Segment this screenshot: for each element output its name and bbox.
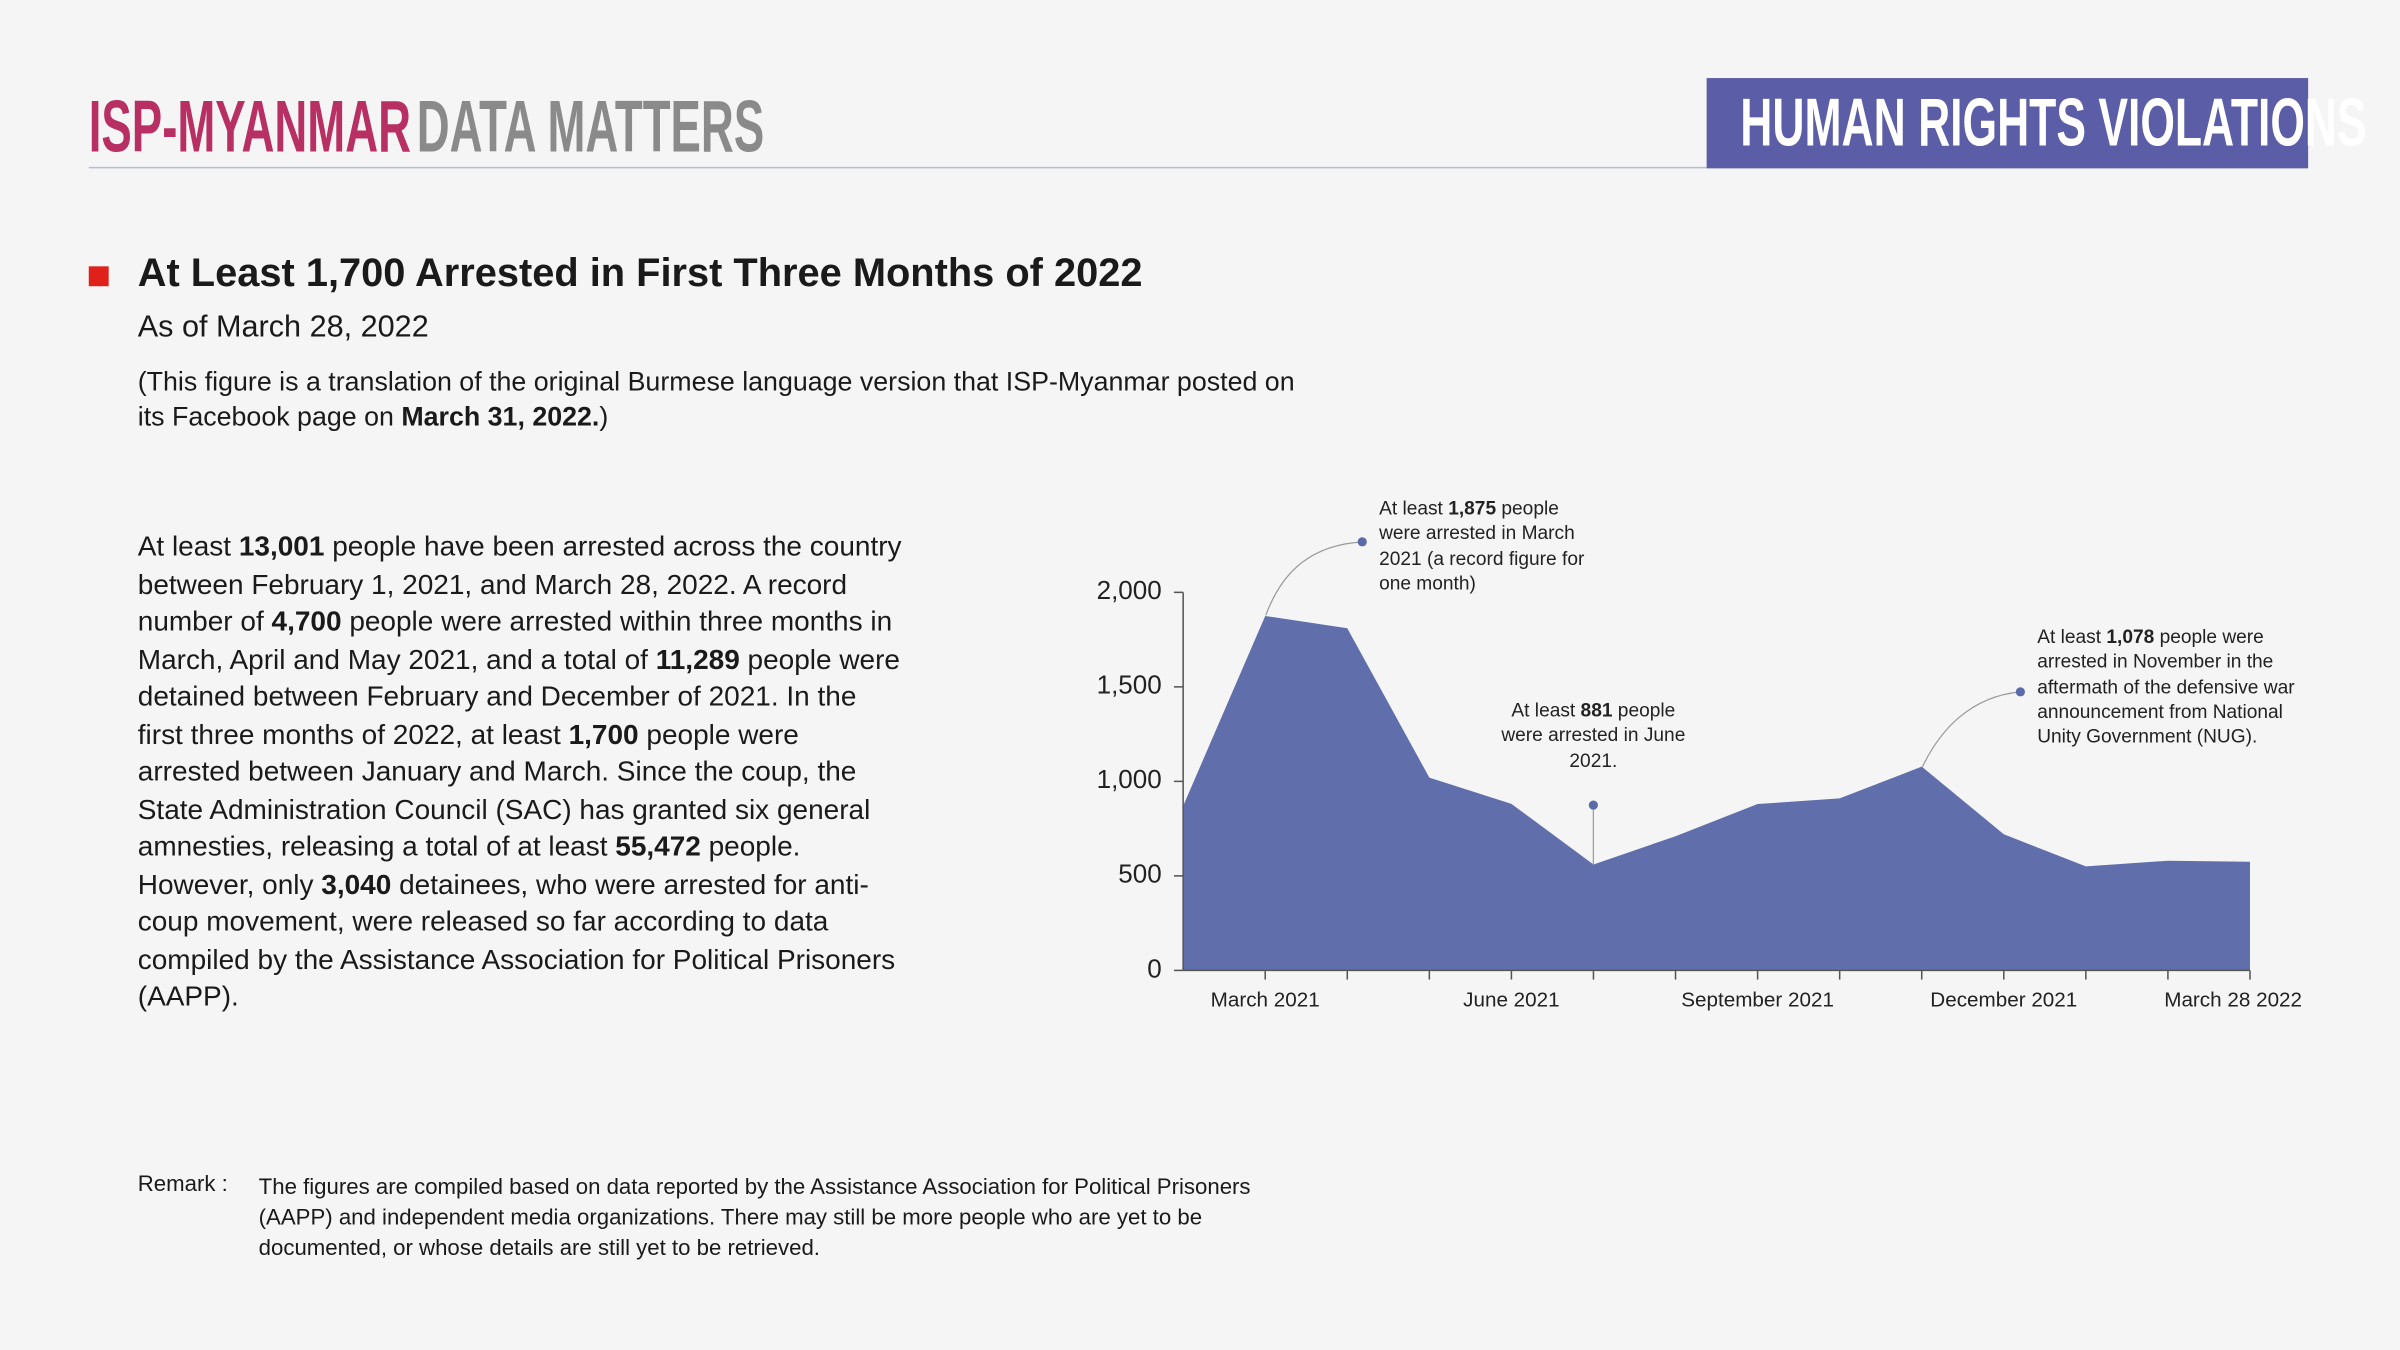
text-run: ) [599,401,609,432]
topic-banner: HUMAN RIGHTS VIOLATIONS [1706,78,2367,169]
subtitle: As of March 28, 2022 [137,310,429,345]
text-run: people were arrested in November in the … [2037,626,2295,748]
y-tick-label: 500 [1118,859,1161,889]
plot: 0 500 1,000 1,500 2,000 March 2021 June 2021 Se… [1097,575,2302,1011]
text-run: 3,040 [321,867,392,900]
x-tick-label: March 28 2022 [2164,988,2302,1011]
text-run: At least [2037,626,2107,648]
connector [1265,541,1363,616]
series-name: DATA MATTERS [416,87,765,169]
note: (This figure is a translation of the ori… [138,364,1301,434]
area [1183,615,2250,971]
header-rule [88,166,1707,169]
text-run: people. However, only [137,829,801,900]
title-marker [88,266,109,287]
title: At Least 1,700 Arrested in First Three M… [137,249,1143,296]
text-run: At least [1511,699,1581,721]
x-tick-label: March 2021 [1211,988,1320,1011]
y-tick-label: 0 [1147,953,1161,983]
text-run: March 31, 2022. [401,401,600,432]
text-run: 881 [1580,699,1613,721]
text-run: (This figure is a translation of the ori… [137,365,1295,432]
text-run: people were arrested between January and… [137,717,871,862]
text-run: 1,700 [568,717,639,750]
connector [1921,691,2021,768]
x-tick-label: September 2021 [1681,988,1834,1011]
text-run: detainees, who were arrested for anti-co… [137,867,896,1012]
remark-text: The figures are compiled based on data r… [258,1175,1251,1262]
connectors [1265,541,2021,865]
topic: HUMAN RIGHTS VIOLATIONS [1740,85,2367,161]
remark-label: Remark : [137,1172,228,1197]
brand: ISP-MYANMAR DATA MATTERS [89,86,1178,170]
text-run: 11,289 [655,642,740,675]
y-tick-label: 1,000 [1097,764,1162,794]
annotation: At least 881 people were arrested in Jun… [1494,698,1693,773]
x-tick-label: December 2021 [1930,988,2077,1011]
text-run: 4,700 [271,604,342,637]
y-tick-label: 2,000 [1097,575,1162,605]
connector-dot [1588,800,1598,810]
annotation: At least 1,875 people were arrested in M… [1379,496,1593,596]
y-tick-label: 1,500 [1097,670,1162,700]
text-run: At least [1379,497,1449,519]
text-run: 55,472 [615,829,701,862]
text-run: people were arrested within three months… [137,604,893,675]
text-run: people have been arrested across the cou… [137,529,902,637]
text-run: 1,078 [2106,626,2155,648]
connector-dots [1357,537,2025,810]
text-run: people were arrested in June 2021. [1501,699,1686,771]
brand-name: ISP-MYANMAR [88,87,412,169]
annotation: At least 1,078 people were arrested in N… [2037,624,2306,749]
body-text: At least 13,001 people have been arreste… [138,528,903,1015]
connector-dot [1357,537,1367,547]
connector-dot [2015,687,2025,697]
text-run: At least [137,529,239,562]
text-run: people were arrested in March 2021 (a re… [1379,497,1585,594]
x-tick-label: June 2021 [1463,988,1559,1011]
text-run: 13,001 [238,529,325,562]
text-run: 1,875 [1448,497,1497,519]
text-run: people were detained between February an… [137,642,900,750]
